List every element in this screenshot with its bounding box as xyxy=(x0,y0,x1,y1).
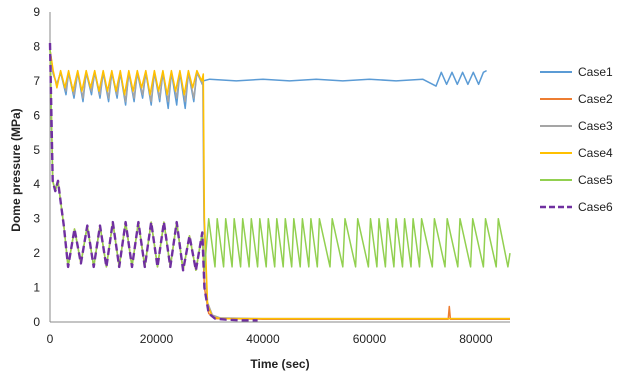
x-tick-label: 80000 xyxy=(459,332,493,346)
y-tick-label: 5 xyxy=(33,143,40,157)
y-tick-label: 1 xyxy=(33,281,40,295)
series-line-case6 xyxy=(48,42,258,322)
y-tick-label: 7 xyxy=(33,74,40,88)
plot-area xyxy=(48,12,511,323)
x-axis-title: Time (sec) xyxy=(250,357,309,371)
x-tick-label: 0 xyxy=(47,332,54,346)
x-tick-label: 60000 xyxy=(353,332,387,346)
legend-label-case5: Case5 xyxy=(578,173,613,187)
y-tick-labels: 0 1 2 3 4 5 6 7 8 9 xyxy=(33,5,40,329)
legend: Case1 Case2 Case3 Case4 Case5 Case6 xyxy=(540,65,613,214)
y-tick-label: 6 xyxy=(33,108,40,122)
series-line-case4 xyxy=(49,49,510,320)
legend-label-case6: Case6 xyxy=(578,200,613,214)
y-tick-label: 2 xyxy=(33,246,40,260)
legend-label-case3: Case3 xyxy=(578,119,613,133)
legend-label-case4: Case4 xyxy=(578,146,613,160)
y-axis-title: Dome pressure (MPa) xyxy=(9,108,23,231)
x-tick-label: 20000 xyxy=(140,332,174,346)
y-tick-label: 3 xyxy=(33,212,40,226)
legend-label-case1: Case1 xyxy=(578,65,613,79)
series-layer xyxy=(48,42,511,322)
y-tick-label: 4 xyxy=(33,177,40,191)
y-tick-label: 0 xyxy=(33,315,40,329)
x-tick-label: 40000 xyxy=(246,332,280,346)
legend-label-case2: Case2 xyxy=(578,92,613,106)
x-tick-labels: 0 20000 40000 60000 80000 xyxy=(47,332,493,346)
y-tick-label: 9 xyxy=(33,5,40,19)
y-tick-label: 8 xyxy=(33,39,40,53)
